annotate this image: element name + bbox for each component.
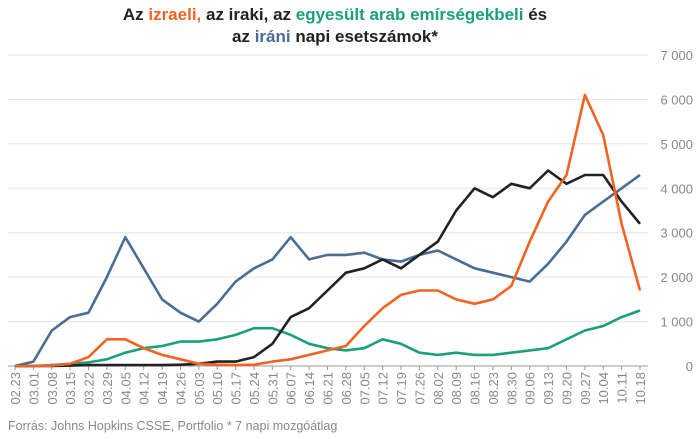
x-tick-label: 07.26 (412, 372, 427, 405)
title-part: az (232, 27, 255, 46)
x-tick-label: 06.14 (302, 372, 317, 405)
x-tick-label: 05.31 (265, 372, 280, 405)
y-tick-label: 2 000 (660, 270, 693, 285)
y-tick-label: 5 000 (660, 137, 693, 152)
y-tick-label: 6 000 (660, 92, 693, 107)
x-tick-label: 04.12 (137, 372, 152, 405)
x-tick-label: 04.05 (118, 372, 133, 405)
chart-title: az iráni napi esetszámok* (232, 27, 438, 46)
title-part: egyesült arab emírségekbeli (296, 5, 524, 24)
chart-title: Az izraeli, az iraki, az egyesült arab e… (123, 5, 547, 24)
title-part: iráni (255, 27, 291, 46)
title-part: Az (123, 5, 149, 24)
x-tick-label: 05.10 (210, 372, 225, 405)
x-tick-label: 10.18 (633, 372, 648, 405)
x-tick-label: 09.27 (578, 372, 593, 405)
series-line (15, 169, 642, 368)
x-tick-label: 10.11 (615, 372, 630, 404)
x-tick-label: 04.26 (173, 372, 188, 405)
x-tick-label: 07.05 (357, 372, 372, 405)
y-tick-label: 7 000 (660, 48, 693, 63)
x-tick-label: 05.17 (229, 372, 244, 405)
x-tick-label: 08.02 (431, 372, 446, 405)
x-tick-label: 03.29 (100, 372, 115, 405)
footnote: Forrás: Johns Hopkins CSSE, Portfolio * … (8, 419, 337, 433)
x-tick-label: 05.03 (192, 372, 207, 405)
x-tick-label: 06.07 (284, 372, 299, 405)
x-tick-label: 04.19 (155, 372, 170, 405)
x-tick-label: 05.24 (247, 372, 262, 405)
y-tick-label: 0 (686, 359, 693, 374)
title-part: izraeli, (148, 5, 201, 24)
x-tick-label: 08.16 (468, 372, 483, 405)
y-tick-label: 4 000 (660, 181, 693, 196)
x-tick-label: 03.22 (82, 372, 97, 405)
x-tick-label: 09.13 (541, 372, 556, 405)
x-tick-label: 06.21 (321, 372, 336, 405)
x-tick-label: 03.01 (26, 372, 41, 405)
x-tick-label: 10.04 (596, 372, 611, 405)
x-tick-label: 08.09 (449, 372, 464, 405)
series-line (15, 93, 642, 368)
title-part: napi esetszámok* (291, 27, 439, 46)
x-tick-label: 06.28 (339, 372, 354, 405)
title-part: az iraki, az (201, 5, 296, 24)
y-tick-label: 3 000 (660, 226, 693, 241)
series-line (14, 173, 641, 368)
x-tick-label: 08.23 (486, 372, 501, 405)
x-tick-label: 03.15 (63, 372, 78, 405)
x-tick-label: 09.20 (559, 372, 574, 405)
series-line (15, 309, 641, 368)
x-tick-label: 07.12 (376, 372, 391, 405)
y-tick-label: 1 000 (660, 315, 693, 330)
x-tick-label: 07.19 (394, 372, 409, 405)
x-tick-label: 02.23 (8, 372, 23, 405)
title-part: és (524, 5, 548, 24)
x-tick-label: 08.30 (504, 372, 519, 405)
x-tick-label: 09.06 (523, 372, 538, 405)
x-tick-label: 03.08 (45, 372, 60, 405)
